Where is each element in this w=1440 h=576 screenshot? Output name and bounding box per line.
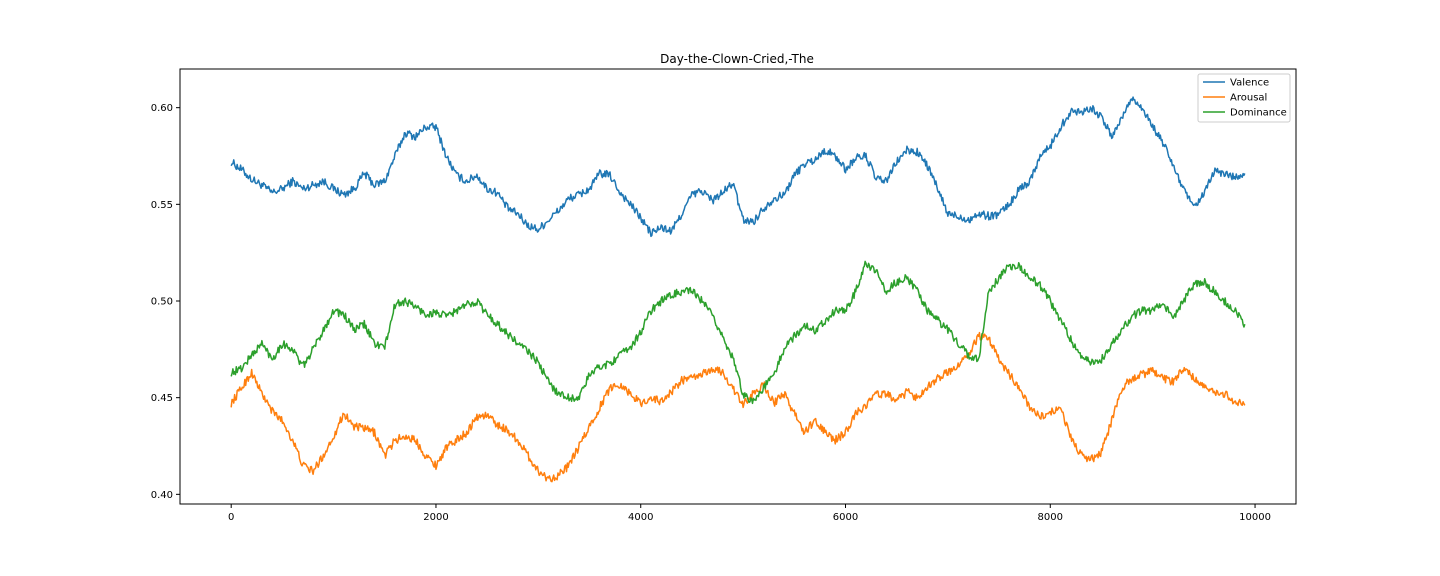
y-tick-label: 0.45	[151, 393, 173, 404]
axes-frame	[179, 68, 1297, 505]
x-tick-label: 0	[228, 512, 234, 523]
y-tick-label: 0.55	[151, 200, 173, 211]
y-tick-label: 0.50	[151, 297, 173, 308]
legend-label-valence: Valence	[1230, 78, 1269, 89]
x-tick-label: 8000	[1038, 512, 1063, 523]
legend-label-arousal: Arousal	[1230, 93, 1267, 104]
x-tick-label: 2000	[423, 512, 448, 523]
series-line-dominance	[230, 260, 1246, 405]
legend-entries: Valence Arousal Dominance	[1203, 78, 1287, 119]
legend-label-dominance: Dominance	[1230, 108, 1287, 119]
x-tick-label: 10000	[1239, 512, 1271, 523]
x-tick-label: 4000	[628, 512, 653, 523]
x-axis-ticks: 0 2000 4000 6000 8000 10000	[228, 504, 1271, 523]
series-lines	[230, 96, 1246, 483]
y-tick-label: 0.40	[151, 490, 173, 501]
series-line-valence	[230, 96, 1246, 238]
y-tick-label: 0.60	[151, 103, 173, 114]
series-line-arousal	[230, 331, 1246, 483]
chart-title: Day-the-Clown-Cried,-The	[660, 52, 814, 66]
y-axis-ticks: 0.40 0.45 0.50 0.55 0.60	[151, 103, 180, 501]
x-tick-label: 6000	[833, 512, 858, 523]
legend: Valence Arousal Dominance	[1197, 73, 1291, 123]
legend-box	[1197, 73, 1291, 123]
